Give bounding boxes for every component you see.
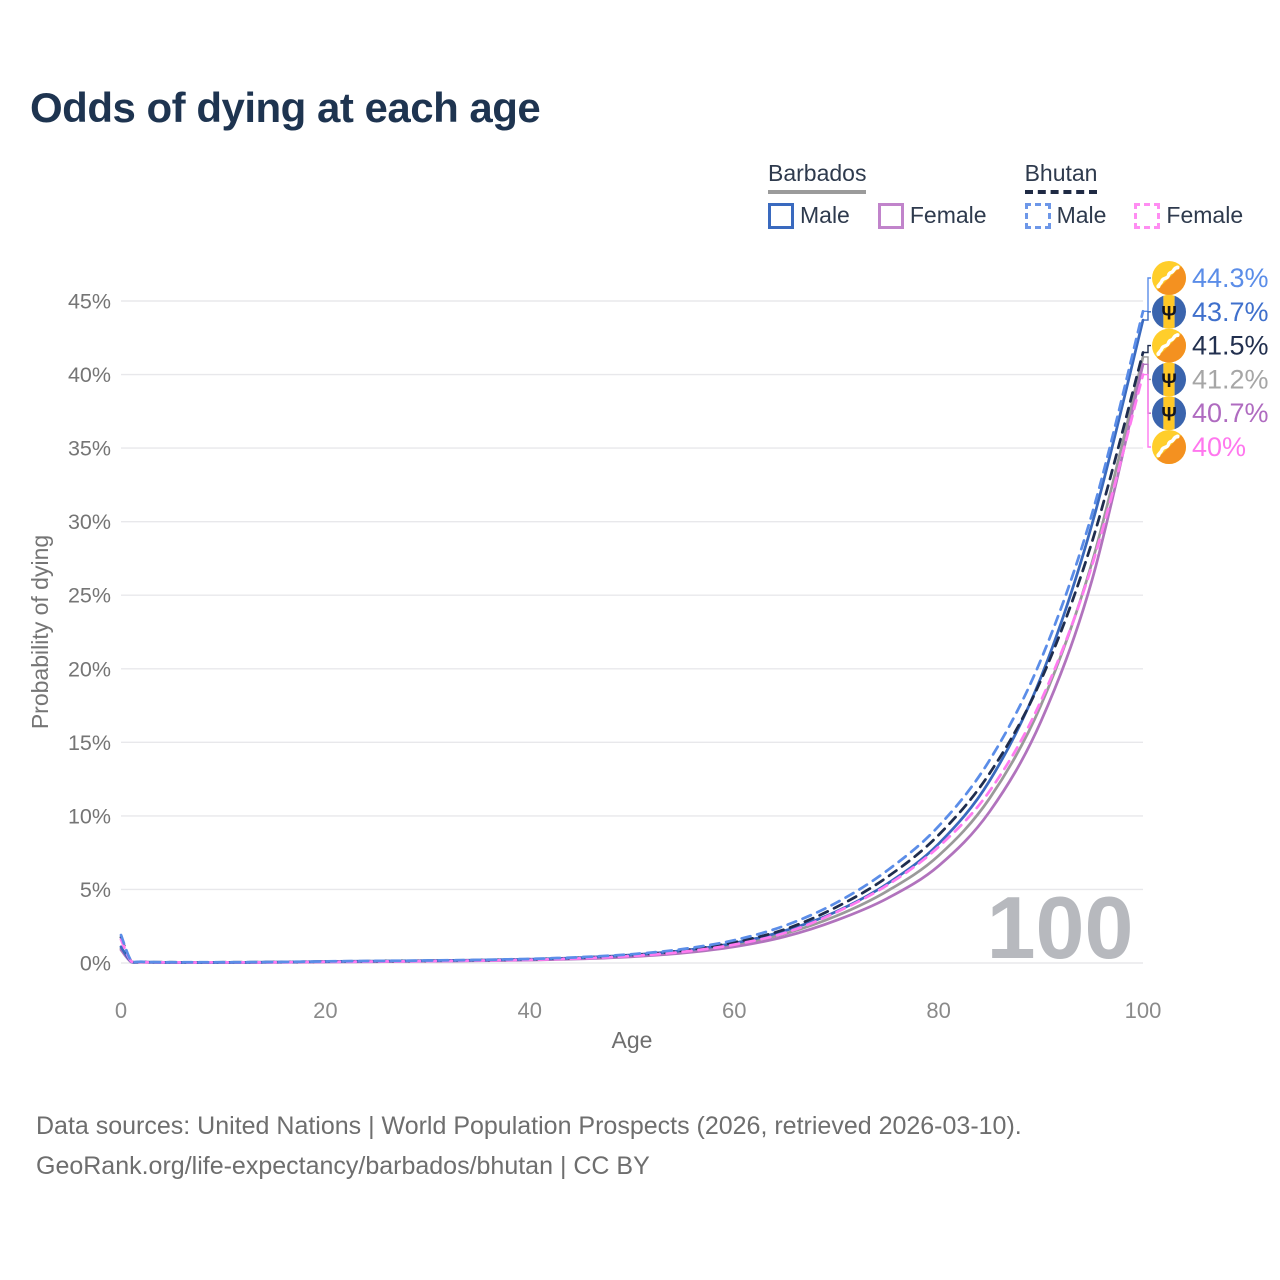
end-label-leader	[1143, 311, 1151, 321]
end-label-value: 44.3%	[1192, 263, 1269, 293]
bhutan-flag-icon	[1152, 430, 1186, 464]
legend-item-label: Male	[1056, 202, 1107, 228]
footer-line-1: Data sources: United Nations | World Pop…	[36, 1112, 1022, 1140]
end-label-value: 41.5%	[1192, 331, 1269, 361]
legend-swatch-barbados-female	[877, 202, 904, 229]
end-label-leader	[1143, 373, 1151, 448]
end-label-leader	[1143, 344, 1151, 354]
end-label-leader	[1143, 277, 1151, 312]
page-title: Odds of dying at each age	[30, 84, 541, 131]
legend-group-title-barbados: Barbados	[768, 160, 867, 194]
y-tick-label: 30%	[68, 510, 111, 534]
data-sources: Data sources: United Nations | World Pop…	[36, 1106, 1022, 1186]
x-tick-label: 80	[926, 998, 950, 1023]
y-tick-label: 20%	[68, 657, 111, 681]
y-tick-label: 0%	[80, 952, 111, 976]
legend-items-bhutan: Male Female	[1024, 202, 1243, 229]
barbados-flag-icon	[1152, 362, 1186, 396]
legend-swatch-bhutan-male	[1024, 202, 1051, 229]
end-label-leader	[1143, 356, 1151, 381]
y-tick-label: 5%	[80, 878, 111, 902]
legend-item-label: Male	[800, 202, 850, 228]
bhutan-flag-icon	[1152, 329, 1186, 363]
x-tick-label: 40	[518, 998, 542, 1023]
series-line-bhutan-male	[119, 309, 1145, 964]
end-label-value: 43.7%	[1192, 297, 1269, 327]
x-tick-label: 60	[722, 998, 746, 1023]
legend-group-title-bhutan: Bhutan	[1024, 160, 1098, 194]
end-label-value: 40.7%	[1192, 398, 1269, 428]
y-tick-label: 25%	[68, 584, 111, 608]
legend-item-barbados-female[interactable]: Female	[877, 202, 987, 229]
y-tick-label: 40%	[68, 363, 111, 387]
y-axis-title: Probability of dying	[27, 535, 53, 729]
age-counter-watermark: 100	[987, 878, 1134, 977]
footer-line-2: GeoRank.org/life-expectancy/barbados/bhu…	[36, 1152, 650, 1180]
legend-item-label: Female	[1166, 202, 1244, 228]
y-tick-label: 35%	[68, 437, 111, 461]
legend-item-label: Female	[909, 202, 987, 228]
legend-item-barbados-male[interactable]: Male	[768, 202, 850, 229]
end-label-leader	[1143, 363, 1151, 414]
end-label-value: 41.2%	[1192, 364, 1269, 394]
x-tick-label: 100	[1125, 998, 1162, 1023]
x-tick-label: 0	[115, 998, 127, 1023]
barbados-flag-icon	[1152, 396, 1186, 430]
end-label-value: 40%	[1192, 432, 1246, 462]
legend-group-bhutan: Bhutan Male Female	[1024, 160, 1243, 229]
legend-item-bhutan-male[interactable]: Male	[1024, 202, 1107, 229]
legend-item-bhutan-female[interactable]: Female	[1134, 202, 1243, 229]
series-line-barbados-female	[119, 362, 1145, 964]
legend-group-barbados: Barbados Male Female	[768, 160, 987, 229]
x-axis-title: Age	[612, 1027, 653, 1053]
legend: Barbados Male Female Bhutan Male	[768, 160, 1243, 229]
legend-swatch-barbados-male	[768, 202, 794, 229]
y-tick-label: 15%	[68, 731, 111, 755]
bhutan-flag-icon	[1152, 261, 1186, 295]
x-tick-label: 20	[313, 998, 337, 1023]
y-tick-label: 10%	[68, 804, 111, 828]
legend-items-barbados: Male Female	[768, 202, 987, 229]
series-line-barbados-male	[119, 318, 1145, 964]
series-line-bhutan	[119, 351, 1145, 964]
barbados-flag-icon	[1152, 295, 1186, 329]
y-tick-label: 45%	[68, 290, 111, 314]
legend-swatch-bhutan-female	[1134, 202, 1161, 229]
